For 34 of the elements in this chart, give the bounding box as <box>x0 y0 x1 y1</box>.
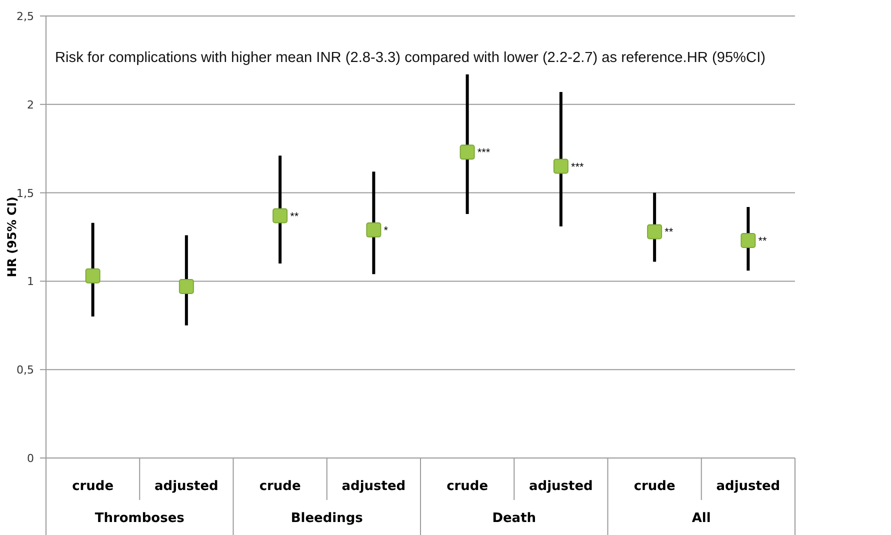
y-axis-title: HR (95% CI) <box>5 196 19 278</box>
point <box>366 222 382 238</box>
data-label: *** <box>570 161 584 174</box>
x-tick-label: crude <box>259 479 301 494</box>
point <box>553 158 568 174</box>
x-tick-label: adjusted <box>342 479 406 494</box>
text: Risk for complications with higher mean INR (2.8-3.3) compared with lower (2.2-2.7) as reference.HR (95%CI) <box>55 50 766 66</box>
x-tick-label: adjusted <box>154 479 218 494</box>
x-tick-label: crude <box>634 479 676 494</box>
text: All <box>692 511 711 526</box>
text: Thromboses <box>94 511 185 526</box>
point <box>272 208 288 224</box>
point <box>460 144 475 160</box>
x-tick-label: crude <box>446 479 488 494</box>
text: Death <box>492 511 536 526</box>
data-label: ** <box>290 210 300 223</box>
point <box>740 233 756 248</box>
point <box>178 279 194 294</box>
x-tick-label: adjusted <box>716 479 780 494</box>
data-label: ** <box>664 226 674 239</box>
y-tick-label: 0 <box>27 452 34 465</box>
data-label: * <box>384 224 389 237</box>
y-tick-label: 1,5 <box>16 186 34 200</box>
y-tick-label: 2,5 <box>16 10 34 23</box>
point <box>647 224 662 240</box>
y-tick-label: 0,5 <box>16 364 34 377</box>
x-tick-label: crude <box>72 479 114 494</box>
data-label: ** <box>758 236 768 248</box>
point <box>85 268 100 284</box>
data-label: *** <box>477 147 491 160</box>
y-tick-label: 1 <box>27 275 34 288</box>
text: Bleedings <box>290 511 364 526</box>
x-tick-label: adjusted <box>529 479 593 494</box>
y-tick-label: 2 <box>27 98 34 112</box>
